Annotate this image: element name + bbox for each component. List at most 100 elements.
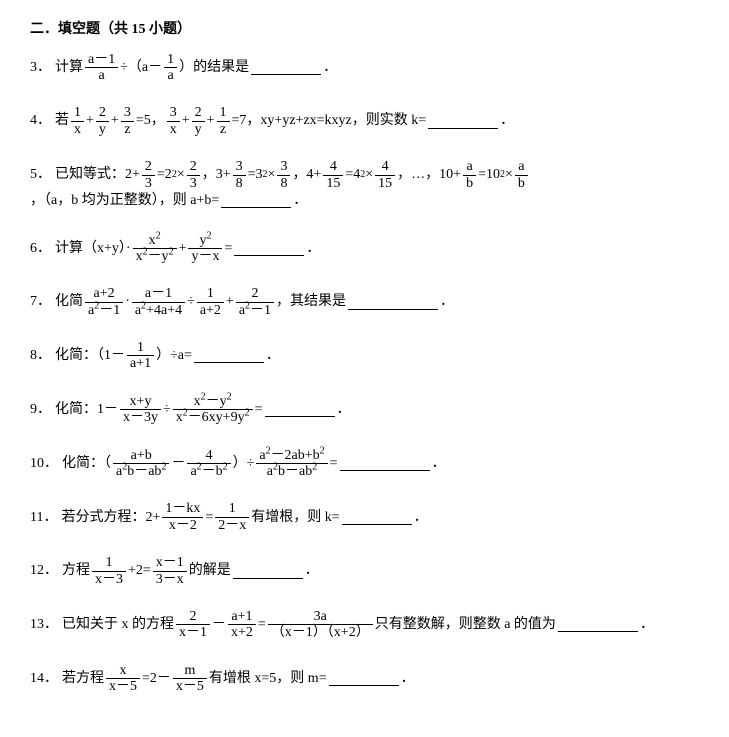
denominator: 3－x	[153, 572, 187, 587]
problem-14: 14． 若方程 x x－5 =2－ m x－5 有增根 x=5，则 m= ．	[30, 663, 699, 695]
fraction: 2y	[96, 105, 109, 137]
text: +2=	[128, 561, 151, 581]
denominator: y－x	[188, 249, 222, 264]
text: 化简：1－	[55, 400, 118, 420]
fraction: 1－kx x－2	[162, 501, 203, 533]
problem-11: 11． 若分式方程：2+ 1－kx x－2 = 1 2－x 有增根，则 k= ．	[30, 501, 699, 533]
text: ）的结果是	[179, 58, 249, 78]
denominator: 2－x	[215, 518, 249, 533]
numerator: x－1	[153, 555, 187, 571]
problem-12: 12． 方程 1 x－3 +2= x－1 3－x 的解是 ．	[30, 555, 699, 587]
problem-number: 11．	[30, 508, 57, 528]
answer-blank[interactable]	[234, 241, 304, 256]
text: ÷	[187, 292, 195, 312]
numerator: 2	[192, 105, 205, 121]
numerator: m	[173, 663, 207, 679]
fraction: x+y x－3y	[120, 394, 161, 426]
answer-blank[interactable]	[251, 60, 321, 75]
period: ．	[305, 561, 319, 581]
problem-8: 8． 化简：（1－ 1 a+1 ）÷a= ．	[30, 340, 699, 372]
answer-blank[interactable]	[558, 617, 638, 632]
problem-5: 5． 已知等式：2+ 23 =22× 23 ，3+ 38 =32× 38 ，4+…	[30, 159, 699, 210]
fraction: 415	[323, 159, 343, 191]
fraction: x2－y2 x2－6xy+9y2	[173, 394, 253, 426]
fraction: 4 a2－b2	[187, 448, 230, 480]
fraction: 2 x－1	[176, 609, 210, 641]
text: 已知关于 x 的方程	[62, 615, 174, 635]
text: ，4+	[292, 165, 321, 185]
answer-blank[interactable]	[428, 114, 498, 129]
period: ．	[432, 454, 446, 474]
text: =2－	[142, 669, 171, 689]
fraction: 3x	[167, 105, 180, 137]
problem-number: 4．	[30, 111, 51, 131]
text: ，（a，b 均为正整数），则 a+b=	[30, 191, 219, 211]
problem-number: 8．	[30, 346, 51, 366]
problem-number: 14．	[30, 669, 58, 689]
answer-blank[interactable]	[348, 295, 438, 310]
numerator: 1	[197, 286, 224, 302]
denominator: x－1	[176, 625, 210, 640]
answer-blank[interactable]	[329, 671, 399, 686]
text: =22×	[157, 165, 185, 185]
fraction: 1 2－x	[215, 501, 249, 533]
text: =	[258, 615, 266, 635]
numerator: a	[463, 159, 476, 175]
numerator: y2	[188, 233, 222, 249]
denominator: z	[217, 122, 230, 137]
problem-9: 9． 化简：1－ x+y x－3y ÷ x2－y2 x2－6xy+9y2 = ．	[30, 394, 699, 426]
problem-10: 10． 化简：（ a+b a2b－ab2 － 4 a2－b2 ）÷ a2－2ab…	[30, 448, 699, 480]
answer-blank[interactable]	[342, 510, 412, 525]
denominator: a2b－ab2	[113, 464, 169, 479]
fraction: 2y	[192, 105, 205, 137]
denominator: a+1	[127, 356, 154, 371]
numerator: a－1	[132, 286, 185, 302]
answer-blank[interactable]	[340, 456, 430, 471]
text: 有增根，则 k=	[251, 508, 339, 528]
text: 计算	[55, 58, 83, 78]
denominator: a2－b2	[187, 464, 230, 479]
answer-blank[interactable]	[265, 402, 335, 417]
numerator: 2	[187, 159, 200, 175]
fraction: 2 a2－1	[236, 286, 274, 318]
text: =42×	[345, 165, 373, 185]
period: ．	[293, 191, 307, 211]
problem-3: 3． 计算 a－1 a ÷（a－ 1 a ）的结果是 ．	[30, 52, 699, 84]
numerator: 1－kx	[162, 501, 203, 517]
numerator: 3	[233, 159, 246, 175]
text: 的解是	[189, 561, 231, 581]
text: ，3+	[202, 165, 231, 185]
text: ）÷	[233, 454, 255, 474]
denominator: b	[515, 176, 528, 191]
denominator: x2－6xy+9y2	[173, 410, 253, 425]
period: ．	[266, 346, 280, 366]
fraction: m x－5	[173, 663, 207, 695]
fraction: 1 x－3	[92, 555, 126, 587]
text: 有增根 x=5，则 m=	[209, 669, 327, 689]
fraction: a－1 a	[85, 52, 118, 84]
answer-blank[interactable]	[221, 193, 291, 208]
numerator: a－1	[85, 52, 118, 68]
denominator: x－2	[162, 518, 203, 533]
fraction: 415	[375, 159, 395, 191]
text: +	[179, 239, 187, 259]
numerator: 3a	[268, 609, 373, 625]
period: ．	[440, 292, 454, 312]
problem-number: 10．	[30, 454, 58, 474]
text: =	[224, 239, 232, 259]
fraction: 1 a+2	[197, 286, 224, 318]
answer-blank[interactable]	[233, 564, 303, 579]
numerator: 3	[277, 159, 290, 175]
denominator: y	[192, 122, 205, 137]
denominator: x－3	[92, 572, 126, 587]
numerator: 3	[167, 105, 180, 121]
denominator: 15	[323, 176, 343, 191]
text: =5，	[136, 111, 165, 131]
fraction: 38	[277, 159, 290, 191]
numerator: 1	[215, 501, 249, 517]
fraction: a－1 a2+4a+4	[132, 286, 185, 318]
denominator: a2－1	[85, 303, 123, 318]
problem-number: 5．	[30, 165, 51, 185]
problem-number: 12．	[30, 561, 58, 581]
answer-blank[interactable]	[194, 348, 264, 363]
